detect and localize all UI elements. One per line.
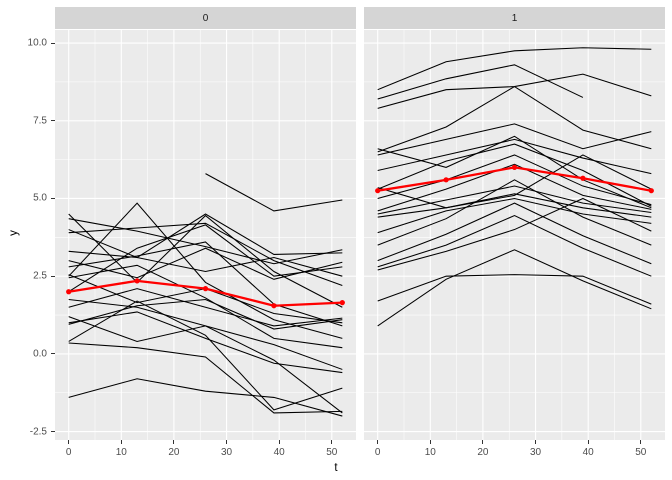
y-tick-label: 2.5 [33, 270, 47, 282]
x-tick-mark [173, 440, 175, 444]
trajectory-line [68, 298, 343, 330]
x-tick-label: 20 [477, 447, 489, 458]
y-tick-label: 10.0 [27, 37, 47, 49]
facet-strip-1: 1 [364, 7, 665, 29]
y-tick-label: 7.5 [33, 115, 47, 127]
x-tick-label: 10 [115, 447, 127, 458]
y-tick-label: 0.0 [33, 348, 47, 360]
trajectory-line [377, 197, 652, 234]
trajectory-line [377, 154, 652, 206]
trajectory-line [68, 300, 343, 411]
x-tick-label: 30 [529, 447, 542, 458]
trajectory-line [68, 264, 343, 349]
panel-background [364, 30, 665, 440]
trajectory-line [377, 154, 652, 209]
trajectory-line [377, 47, 652, 91]
x-tick-mark [120, 440, 122, 444]
mean-point [375, 188, 381, 194]
mean-point [648, 188, 654, 194]
panel-facet-1 [364, 30, 665, 440]
trajectory-line [377, 202, 652, 265]
x-tick-label: 0 [65, 447, 72, 458]
x-tick-label: 50 [326, 447, 338, 458]
trajectory-line [68, 311, 343, 374]
trajectory-line [377, 138, 652, 175]
trajectory-line [68, 316, 343, 414]
mean-point [66, 289, 72, 295]
facet-strip-0: 0 [55, 7, 356, 29]
trajectory-line [377, 274, 652, 305]
x-tick-label: 40 [273, 447, 285, 458]
x-tick-label: 0 [374, 447, 381, 458]
x-tick-label: 20 [168, 447, 180, 458]
x-tick-mark [68, 440, 70, 444]
y-tick-mark [51, 275, 55, 277]
trajectory-line [377, 249, 652, 327]
facet-strip-0-label: 0 [202, 12, 209, 24]
trajectory-line [68, 378, 343, 417]
x-tick-mark [278, 440, 280, 444]
trajectory-line [205, 173, 343, 212]
x-axis-title: t [334, 462, 338, 474]
x-tick-mark [377, 440, 379, 444]
y-tick-mark [51, 197, 55, 199]
mean-point [580, 175, 586, 181]
x-tick-mark [482, 440, 484, 444]
x-tick-label: 10 [424, 447, 436, 458]
trajectory-line [68, 342, 343, 414]
x-tick-mark [535, 440, 537, 444]
trajectory-line [68, 222, 343, 287]
x-tick-mark [429, 440, 431, 444]
trajectory-line [377, 64, 584, 100]
mean-point [339, 300, 345, 306]
trajectory-line [377, 193, 652, 218]
y-tick-label: -2.5 [29, 426, 47, 438]
y-tick-mark [51, 431, 55, 433]
trajectory-line [377, 214, 652, 277]
trajectory-line [377, 135, 652, 209]
panel-background [55, 30, 356, 440]
x-tick-label: 50 [635, 447, 647, 458]
trajectory-line [68, 241, 343, 327]
trajectory-line [68, 288, 343, 327]
trajectory-line [377, 123, 652, 156]
trajectory-line [377, 163, 652, 212]
trajectory-line [377, 85, 652, 153]
y-tick-label: 5.0 [33, 192, 47, 204]
trajectory-line [377, 185, 652, 215]
y-axis-title: y [8, 230, 20, 236]
trajectory-line [68, 224, 343, 293]
trajectory-line [377, 179, 652, 246]
x-tick-mark [587, 440, 589, 444]
x-tick-label: 30 [220, 447, 233, 458]
y-tick-mark [51, 42, 55, 44]
mean-point [202, 286, 209, 292]
trajectory-line [68, 250, 343, 277]
facet-strip-1-label: 1 [511, 12, 518, 24]
x-tick-mark [640, 440, 642, 444]
x-tick-mark [226, 440, 228, 444]
panel-facet-0 [55, 30, 356, 440]
mean-point [443, 177, 449, 183]
trajectory-line [68, 218, 343, 265]
x-tick-label: 40 [582, 447, 594, 458]
mean-point [511, 164, 518, 170]
mean-point [134, 278, 140, 284]
trajectory-line [68, 213, 343, 259]
x-tick-mark [331, 440, 333, 444]
mean-point [271, 303, 277, 309]
y-tick-mark [51, 120, 55, 122]
y-tick-mark [51, 353, 55, 355]
trajectory-line [377, 197, 652, 271]
